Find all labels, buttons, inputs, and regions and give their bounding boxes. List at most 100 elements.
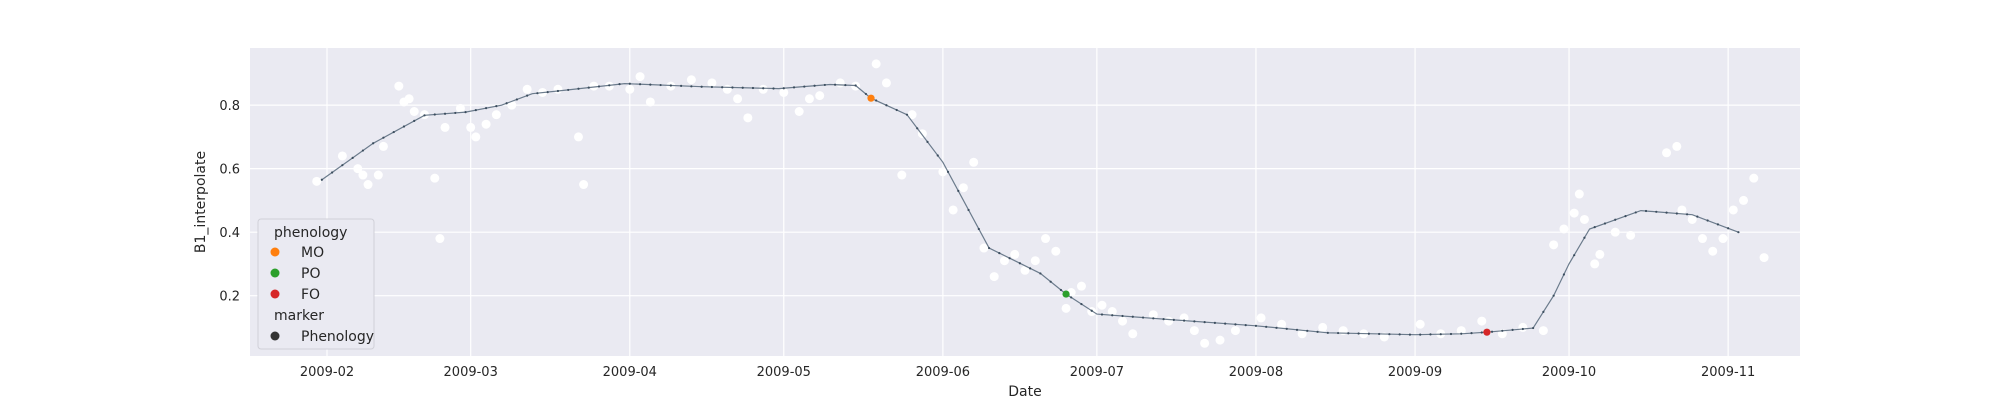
raw-point xyxy=(1200,338,1210,348)
raw-point xyxy=(1020,265,1030,275)
raw-point xyxy=(337,151,347,161)
raw-point xyxy=(707,78,717,88)
curve-marker xyxy=(833,83,837,86)
curve-marker xyxy=(474,109,477,112)
raw-point xyxy=(553,84,563,94)
legend-swatch-mo xyxy=(270,247,280,257)
raw-point xyxy=(573,132,583,142)
curve-marker xyxy=(1347,332,1350,335)
raw-point xyxy=(1277,319,1287,329)
curve-marker xyxy=(1049,280,1052,283)
raw-point xyxy=(1538,326,1548,336)
curve-marker xyxy=(1316,330,1319,333)
curve-marker xyxy=(464,111,467,114)
curve-marker xyxy=(916,127,919,130)
raw-point xyxy=(938,167,948,177)
phenology-point-fo xyxy=(1483,328,1491,336)
curve-marker xyxy=(1614,218,1617,221)
curve-marker xyxy=(484,107,488,110)
curve-marker xyxy=(1039,272,1042,275)
raw-point xyxy=(1718,234,1728,244)
raw-point xyxy=(1574,189,1584,199)
raw-point xyxy=(1041,234,1051,244)
legend-label-po: PO xyxy=(301,266,320,282)
raw-point xyxy=(1759,253,1769,263)
curve-marker xyxy=(536,92,539,95)
x-axis-ticks: 2009-02 2009-03 2009-04 2009-05 2009-06 2009-… xyxy=(300,365,1755,380)
curve-marker xyxy=(392,130,395,134)
plot-area xyxy=(250,48,1800,356)
curve-marker xyxy=(1193,320,1196,323)
curve-marker xyxy=(1367,332,1370,335)
raw-point xyxy=(969,157,979,167)
raw-point xyxy=(1010,249,1020,259)
y-tick-label: 0.6 xyxy=(219,163,240,178)
curve-marker xyxy=(1213,321,1217,324)
legend-phenology-items: MO PO FO xyxy=(270,245,324,303)
curve-marker xyxy=(762,87,765,90)
curve-marker xyxy=(885,104,888,107)
raw-point xyxy=(363,180,373,190)
curve-marker xyxy=(567,88,570,92)
raw-point xyxy=(404,94,414,104)
x-tick-label: 2009-09 xyxy=(1388,365,1442,380)
curve-marker xyxy=(331,171,334,174)
curve-marker xyxy=(433,113,436,116)
curve-marker xyxy=(1100,313,1104,316)
curve-marker xyxy=(1203,320,1206,324)
raw-point xyxy=(645,97,655,107)
curve-marker xyxy=(1634,211,1637,214)
curve-marker xyxy=(895,108,898,112)
curve-marker xyxy=(1716,223,1719,226)
curve-marker xyxy=(1542,310,1545,313)
curve-marker xyxy=(1419,333,1422,336)
raw-point xyxy=(1549,240,1559,250)
raw-point xyxy=(394,81,404,91)
legend-box xyxy=(257,218,375,350)
raw-point xyxy=(999,256,1009,266)
curve-marker xyxy=(1511,328,1514,331)
raw-point xyxy=(1215,335,1225,345)
curve-marker xyxy=(1583,236,1586,239)
x-tick-label: 2009-06 xyxy=(916,365,970,380)
curve-marker xyxy=(690,85,693,88)
raw-point xyxy=(1569,208,1579,218)
curve-marker xyxy=(1696,215,1699,218)
curve-marker xyxy=(823,83,826,87)
curve-marker xyxy=(423,114,426,117)
curve-marker xyxy=(1172,318,1175,321)
raw-point xyxy=(779,87,789,97)
raw-point xyxy=(804,94,814,104)
curve-marker xyxy=(721,86,724,89)
curve-marker xyxy=(556,89,560,93)
curve-marker xyxy=(977,227,980,231)
raw-point xyxy=(522,84,532,94)
raw-point xyxy=(958,183,968,193)
curve-marker xyxy=(515,98,518,101)
curve-marker xyxy=(1727,227,1730,230)
curve-marker xyxy=(1439,333,1442,336)
curve-marker xyxy=(1449,332,1453,336)
raw-point xyxy=(1626,230,1636,240)
curve-marker xyxy=(946,170,950,173)
curve-marker xyxy=(361,149,365,152)
curve-marker xyxy=(1254,324,1258,327)
curve-marker xyxy=(1244,323,1247,327)
curve-marker xyxy=(618,83,621,86)
curve-marker xyxy=(1336,331,1340,335)
raw-point xyxy=(871,59,881,69)
x-tick-label: 2009-11 xyxy=(1701,365,1755,380)
x-tick-label: 2009-03 xyxy=(444,365,498,380)
curve-marker xyxy=(680,84,683,87)
curve-marker xyxy=(875,99,878,102)
raw-point xyxy=(1610,227,1620,237)
curve-marker xyxy=(546,90,549,94)
curve-marker xyxy=(1080,302,1083,306)
curve-marker xyxy=(1234,323,1237,326)
raw-point xyxy=(471,132,481,142)
raw-point xyxy=(625,84,635,94)
raw-point xyxy=(1559,224,1569,234)
curve-marker xyxy=(1131,315,1134,318)
raw-point xyxy=(491,110,501,120)
